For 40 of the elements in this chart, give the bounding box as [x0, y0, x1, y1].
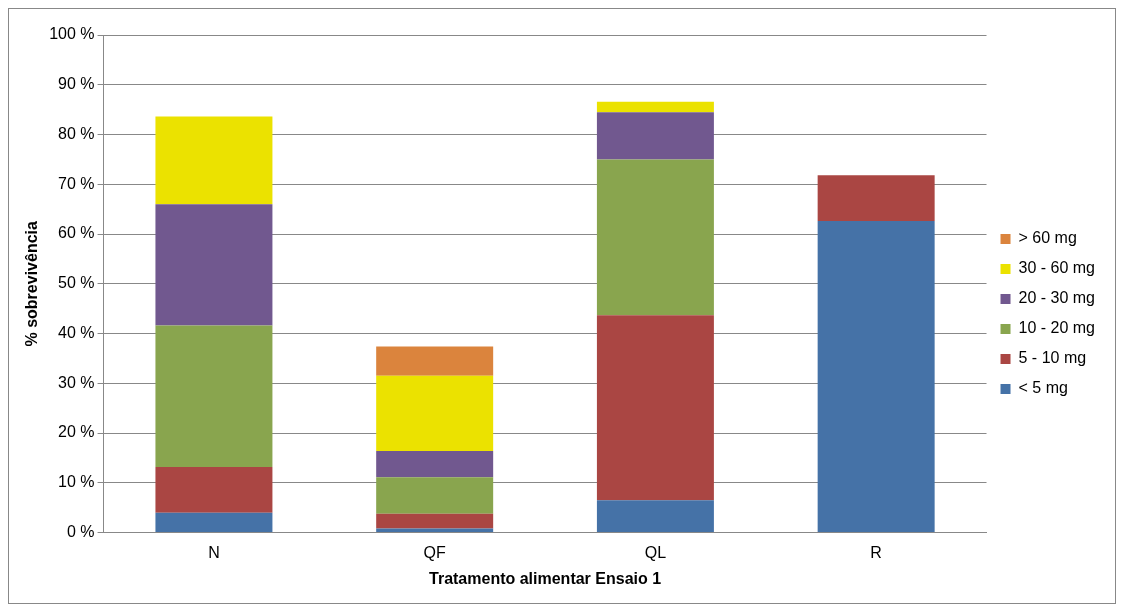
y-tick-label: 80 % — [58, 124, 95, 142]
legend-label: 30 - 60 mg — [1018, 259, 1095, 277]
bar — [596, 101, 714, 113]
bar — [376, 346, 494, 376]
legend-label: 20 - 30 mg — [1018, 289, 1095, 307]
x-tick-label: QL — [644, 543, 667, 561]
bar — [817, 221, 935, 533]
bar — [376, 450, 494, 478]
bar — [817, 175, 935, 222]
bar — [376, 513, 494, 529]
y-tick-label: 40 % — [58, 323, 95, 341]
bar — [596, 315, 714, 501]
y-tick-label: 100 % — [49, 25, 95, 43]
legend-label: < 5 mg — [1018, 379, 1068, 397]
bar — [376, 477, 494, 514]
bar — [596, 112, 714, 160]
bar — [376, 375, 494, 451]
y-tick-label: 50 % — [58, 274, 95, 292]
y-tick-label: 60 % — [58, 224, 95, 242]
legend-label: 5 - 10 mg — [1018, 349, 1087, 367]
legend-label: > 60 mg — [1018, 229, 1077, 247]
bar — [155, 325, 273, 467]
y-tick-label: 0 % — [66, 523, 95, 541]
bar — [596, 500, 714, 533]
y-tick-label: 20 % — [58, 423, 95, 441]
bar — [155, 204, 273, 326]
y-tick-label: 90 % — [58, 75, 95, 93]
bar — [155, 512, 273, 533]
bar — [596, 159, 714, 316]
legend-label: 10 - 20 mg — [1018, 319, 1095, 337]
x-axis-title: Tratamento alimentar Ensaio 1 — [429, 569, 662, 587]
bar — [155, 116, 273, 205]
y-tick-label: 10 % — [58, 473, 95, 491]
y-tick-label: 70 % — [58, 174, 95, 192]
bar — [155, 466, 273, 513]
x-tick-label: QF — [423, 543, 447, 561]
x-tick-label: R — [870, 543, 882, 561]
y-tick-label: 30 % — [58, 373, 95, 391]
x-tick-label: N — [208, 543, 220, 561]
y-axis-title: % sobrevivência — [23, 221, 41, 347]
